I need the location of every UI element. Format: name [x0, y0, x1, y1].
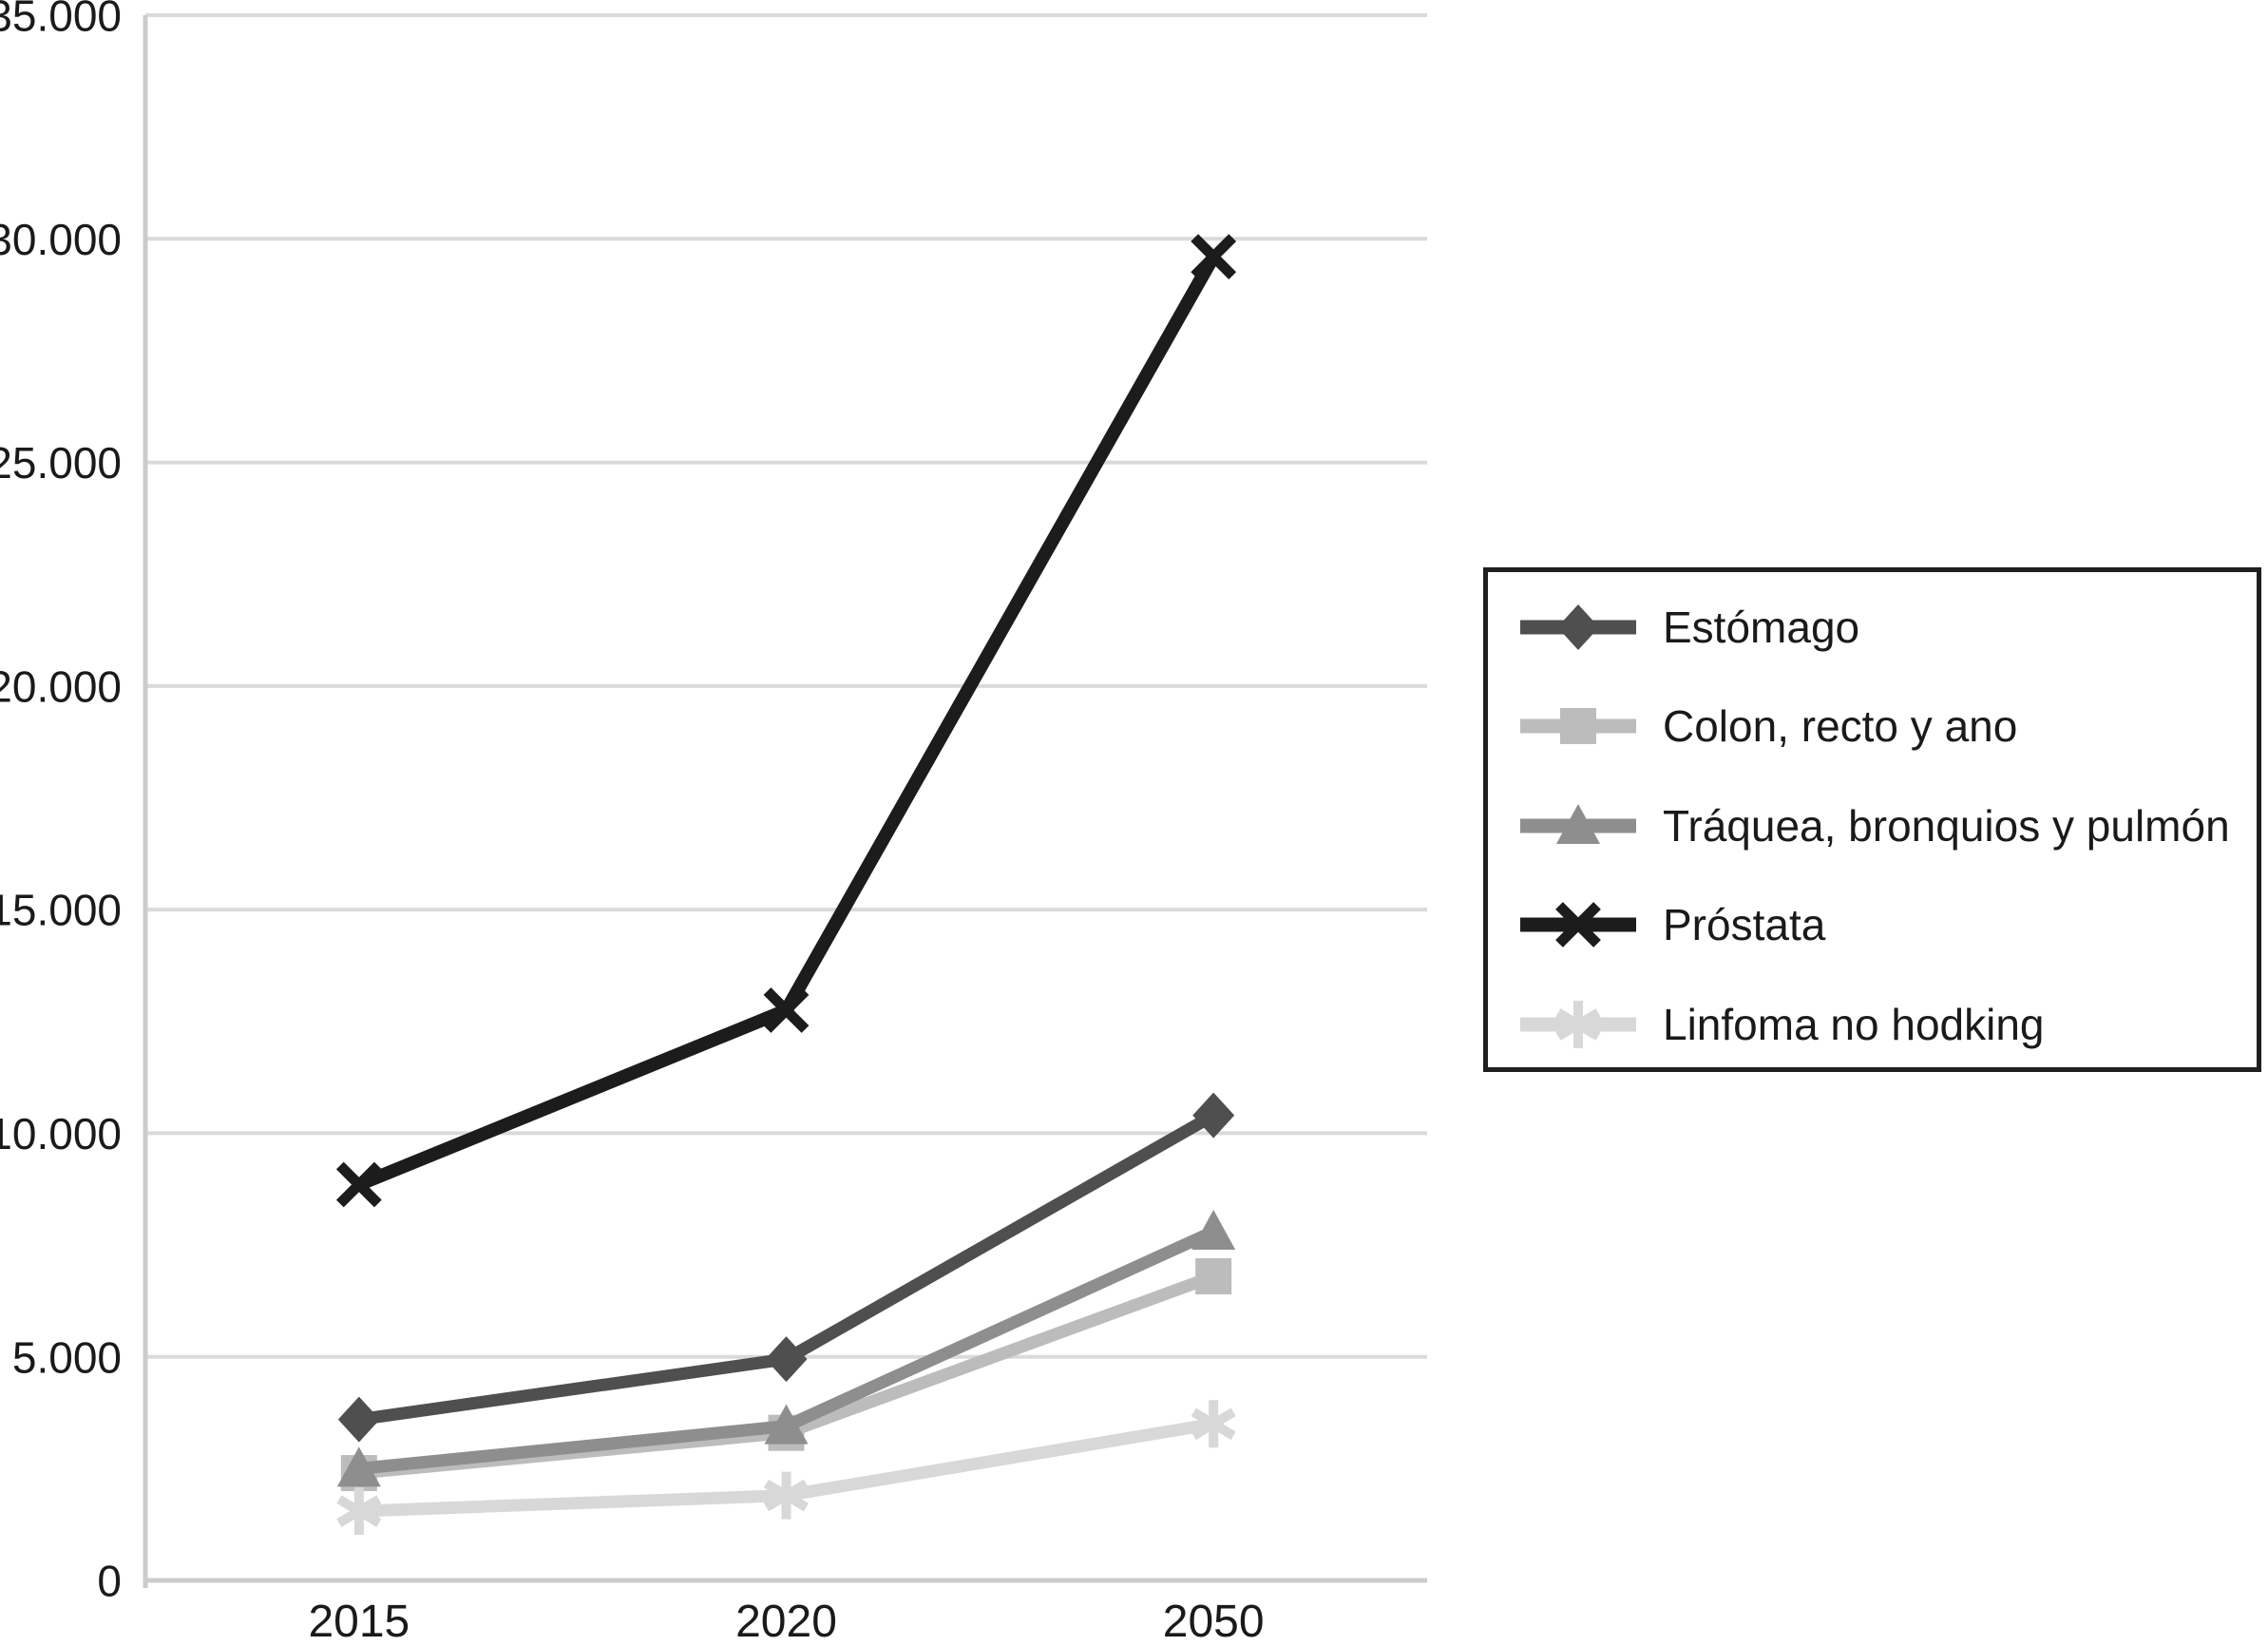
- y-tick-label: 20.000: [0, 661, 122, 711]
- series-line-prostata: [352, 250, 1221, 1192]
- prostata-x-marker-icon: [1520, 902, 1636, 947]
- diamond-marker: [765, 1336, 808, 1383]
- legend-box: Estómago Colon, recto y ano Tráquea, bro…: [1483, 567, 2261, 1072]
- legend-label-estomago: Estómago: [1663, 603, 1860, 652]
- y-tick-label: 5.000: [12, 1332, 122, 1382]
- x-axis-tick-labels: 2015 2020 2050: [308, 1597, 1264, 1646]
- estomago-diamond-marker-icon: [1520, 604, 1636, 650]
- square-marker: [1560, 708, 1596, 744]
- legend-item-prostata: Próstata: [1516, 875, 2249, 974]
- diamond-marker: [337, 1396, 380, 1443]
- diamond-marker: [1192, 1092, 1235, 1139]
- square-marker: [1195, 1258, 1232, 1295]
- y-axis-tick-labels: 0 5.000 10.000 15.000 20.000 25.000 30.000 35.0…: [0, 0, 122, 1606]
- series-prostata: [335, 234, 1237, 1208]
- asterisk-marker: [336, 1487, 382, 1536]
- x-tick-label: 2050: [1163, 1597, 1265, 1646]
- diamond-marker: [1557, 604, 1599, 650]
- axes: [143, 15, 1427, 1588]
- asterisk-marker: [763, 1471, 810, 1520]
- y-tick-label: 25.000: [0, 438, 122, 488]
- y-tick-label: 35.000: [0, 0, 122, 41]
- x-tick-label: 2020: [735, 1597, 837, 1646]
- legend-label-linfoma-no-hodking: Linfoma no hodking: [1663, 1000, 2045, 1049]
- series-linfoma-no-hodking: [336, 1400, 1236, 1536]
- traquea-triangle-marker-icon: [1520, 804, 1636, 844]
- legend-item-estomago: Estómago: [1516, 578, 2249, 677]
- triangle-marker: [764, 1404, 809, 1445]
- x-marker: [1191, 234, 1237, 279]
- series-estomago: [337, 1092, 1235, 1443]
- y-tick-label: 30.000: [0, 215, 122, 264]
- legend-label-prostata: Próstata: [1663, 900, 1826, 949]
- legend-label-colon-recto-y-ano: Colon, recto y ano: [1663, 701, 2018, 751]
- legend-item-traquea-bronquios-pulmon: Tráquea, bronquios y pulmón: [1516, 776, 2249, 875]
- x-marker: [1555, 902, 1601, 947]
- gridlines: [145, 13, 1427, 1359]
- y-tick-label: 10.000: [0, 1109, 122, 1158]
- legend-label-traquea-bronquios-pulmon: Tráquea, bronquios y pulmón: [1663, 801, 2230, 851]
- triangle-marker: [1191, 1209, 1236, 1250]
- colon-square-marker-icon: [1520, 708, 1636, 744]
- x-tick-label: 2015: [308, 1597, 410, 1646]
- y-tick-label: 15.000: [0, 886, 122, 935]
- series-traquea-bronquios-pulmon: [336, 1209, 1236, 1487]
- asterisk-marker: [1191, 1400, 1236, 1448]
- linfoma-asterisk-marker-icon: [1520, 1001, 1636, 1048]
- y-tick-label: 0: [97, 1557, 122, 1606]
- triangle-marker: [1556, 804, 1600, 844]
- legend-item-linfoma-no-hodking: Linfoma no hodking: [1516, 975, 2249, 1074]
- asterisk-marker: [1555, 1001, 1601, 1048]
- legend-item-colon-recto-y-ano: Colon, recto y ano: [1516, 677, 2249, 775]
- x-marker: [763, 987, 810, 1033]
- x-marker: [335, 1161, 382, 1208]
- triangle-marker: [336, 1446, 381, 1487]
